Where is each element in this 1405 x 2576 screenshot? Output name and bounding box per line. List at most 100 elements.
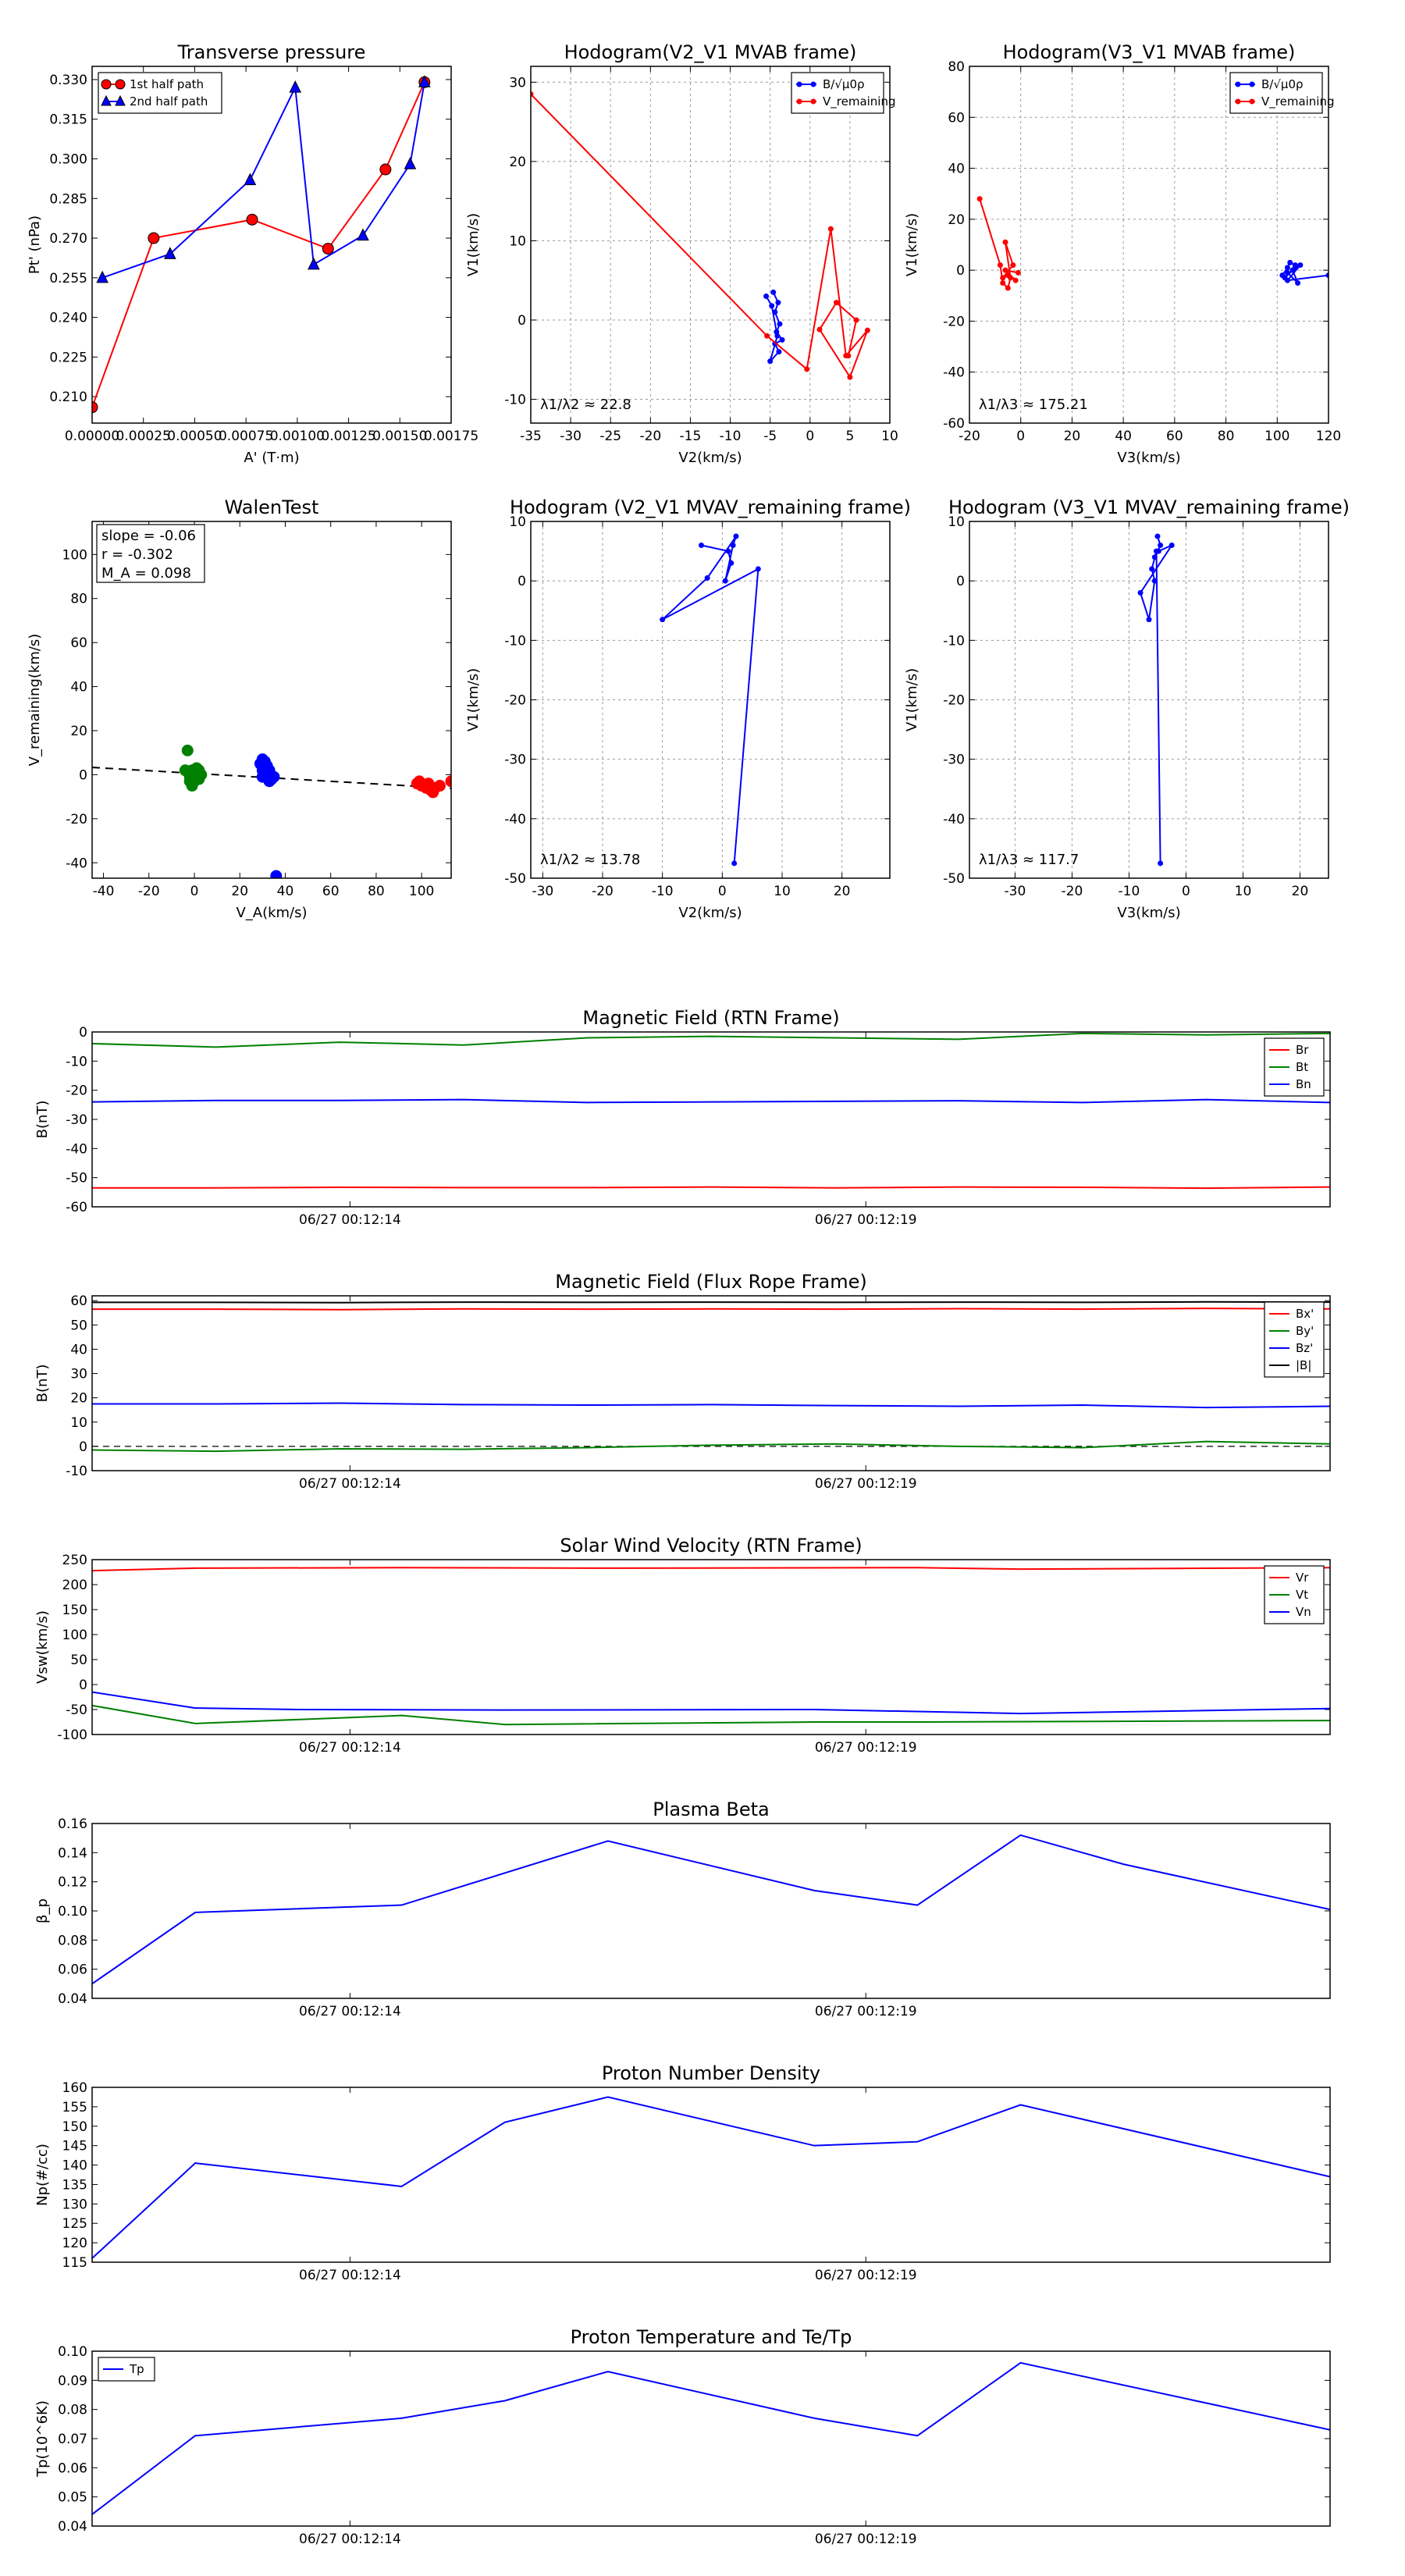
data-point [308, 257, 320, 270]
data-point [660, 617, 666, 623]
plot-area [92, 1032, 1330, 1190]
data-point [1000, 279, 1006, 286]
chart-sw: Solar Wind Velocity (RTN Frame) -100 -50 0 5… [34, 1535, 1331, 1756]
x-tick-label: -40 [93, 884, 115, 899]
y-axis-label: V1(km/s) [904, 213, 920, 276]
legend-label: Br [1296, 1043, 1309, 1057]
data-point [404, 157, 417, 169]
x-tick-label: -20 [639, 429, 661, 444]
x-tick-label: -20 [592, 884, 614, 899]
y-tick-label: 0.330 [49, 73, 87, 88]
x-tick-label: 06/27 00:12:19 [815, 2268, 917, 2283]
y-tick-label: -10 [943, 633, 965, 649]
data-point [357, 228, 369, 241]
x-tick-label: 10 [881, 429, 898, 444]
y-tick-label: 20 [948, 212, 965, 228]
series-line-Vr [92, 1567, 1330, 1572]
series-line-|B| [92, 1300, 1330, 1304]
x-tick-label: -20 [138, 884, 160, 899]
chart-title: Transverse pressure [177, 41, 366, 63]
y-tick-label: 0 [518, 574, 526, 589]
chart-title: Hodogram (V2_V1 MVAV_remaining frame) [510, 496, 911, 518]
data-point [775, 300, 781, 306]
series-line-2nd half path [101, 82, 425, 279]
plot-frame [91, 2087, 1331, 2263]
y-tick-label: 0.08 [58, 2403, 87, 2418]
legend-label: B/√μ0ρ [1261, 77, 1304, 91]
data-point [763, 294, 770, 300]
plot-area [92, 1834, 1330, 1985]
y-tick-label: -40 [66, 1141, 87, 1157]
y-tick-label: 0.04 [58, 1991, 87, 2007]
y-tick-label: -100 [57, 1727, 87, 1743]
y-tick-label: 0.300 [49, 151, 87, 167]
chart-title: Hodogram (V3_V1 MVAV_remaining frame) [948, 496, 1350, 518]
data-point [1149, 566, 1155, 572]
data-point [1000, 275, 1006, 281]
y-tick-label: 0.06 [58, 1962, 87, 1978]
x-axis-label: A' (T·m) [244, 450, 299, 466]
x-tick-label: 120 [1316, 429, 1341, 444]
y-tick-label: -40 [66, 856, 87, 871]
x-tick-label: 60 [322, 884, 340, 899]
chart-title: Proton Number Density [602, 2062, 820, 2084]
data-point [1005, 272, 1011, 279]
x-tick-label: -35 [520, 429, 542, 444]
data-point [767, 358, 774, 365]
x-tick-label: 06/27 00:12:14 [299, 2004, 401, 2019]
x-tick-label: -20 [959, 429, 980, 444]
data-point [779, 336, 785, 343]
plot-frame [969, 66, 1329, 424]
data-point [772, 340, 778, 347]
data-point [246, 213, 258, 226]
x-tick-label: 06/27 00:12:19 [815, 1476, 917, 1492]
x-tick-label: -20 [1062, 884, 1083, 899]
y-tick-label: 0.210 [49, 390, 87, 405]
y-tick-label: 0 [956, 574, 965, 589]
fit-info-box [96, 524, 205, 583]
data-point [777, 321, 783, 327]
y-tick-label: 20 [70, 724, 87, 739]
legend-label: Bt [1296, 1060, 1308, 1074]
data-point [181, 744, 194, 756]
chart-tp: Transverse pressure 0.210 0.225 0.240 0.255 0… [27, 41, 478, 466]
chart-mag_rtn: Magnetic Field (RTN Frame) -60 -50 -40 -30 -2… [34, 1007, 1331, 1228]
legend-marker [1235, 98, 1241, 105]
y-tick-label: 80 [948, 59, 965, 75]
y-tick-label: 0.08 [58, 1933, 87, 1948]
y-axis-label: Tp(10^6K) [34, 2400, 51, 2478]
eigenvalue-ratio: λ1/λ2 ≈ 22.8 [540, 397, 631, 413]
data-point [186, 780, 198, 792]
data-point [755, 566, 761, 572]
legend-label: V_remaining [823, 94, 896, 109]
legend-box [1229, 72, 1323, 114]
legend-box [98, 72, 222, 114]
x-tick-label: 20 [231, 884, 248, 899]
chart-beta: Plasma Beta 0.04 0.06 0.08 0.10 0.12 0.14 0.16 0… [34, 1799, 1331, 2019]
data-point [704, 575, 710, 581]
y-tick-label: 60 [70, 635, 87, 651]
data-point [1002, 267, 1008, 273]
x-tick-label: 20 [1064, 429, 1081, 444]
data-point [1154, 533, 1161, 539]
legend-marker [796, 81, 802, 87]
series-line-Np [92, 2096, 1330, 2259]
x-axis-label: V2(km/s) [678, 905, 742, 921]
data-point [853, 317, 859, 323]
chart-title: Magnetic Field (Flux Rope Frame) [555, 1271, 866, 1293]
y-tick-label: -60 [943, 416, 965, 432]
y-tick-label: -40 [504, 812, 526, 827]
data-point [1284, 277, 1290, 283]
data-point [1168, 542, 1175, 548]
legend-label: B/√μ0ρ [823, 77, 865, 91]
x-tick-label: 0 [1182, 884, 1190, 899]
data-point [1297, 262, 1304, 269]
fit-slope: slope = -0.06 [101, 528, 196, 544]
y-tick-label: -10 [66, 1054, 87, 1069]
plot-area [660, 533, 761, 866]
y-tick-label: 0.270 [49, 231, 87, 247]
y-tick-label: -40 [943, 365, 965, 381]
data-point [804, 366, 810, 372]
